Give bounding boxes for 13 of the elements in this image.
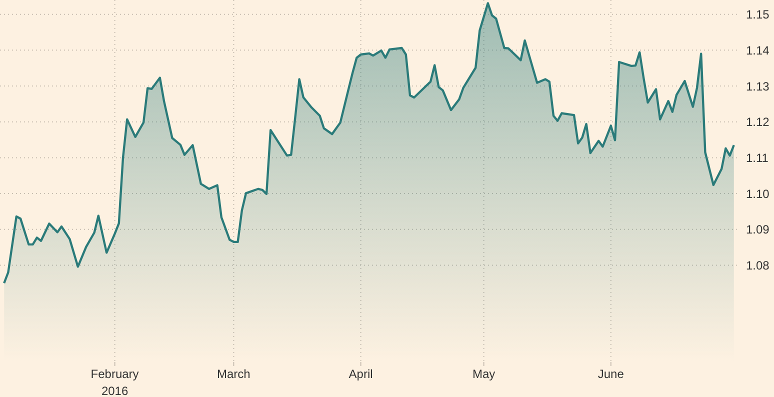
- x-tick-label: June: [598, 367, 624, 381]
- y-tick-label: 1.12: [746, 115, 770, 130]
- y-tick-label: 1.10: [746, 186, 770, 201]
- x-tick-label: March: [217, 367, 250, 381]
- x-tick-label: April: [348, 367, 373, 381]
- y-tick-label: 1.11: [746, 150, 769, 165]
- y-tick-label: 1.08: [746, 258, 770, 272]
- y-tick-label: 1.09: [746, 222, 770, 237]
- x-tick-label: May: [472, 367, 496, 381]
- x-tick-label: February 2016: [90, 367, 139, 397]
- y-tick-label: 1.13: [746, 79, 770, 94]
- y-tick-label: 1.15: [746, 8, 770, 22]
- y-tick-label: 1.14: [746, 43, 770, 58]
